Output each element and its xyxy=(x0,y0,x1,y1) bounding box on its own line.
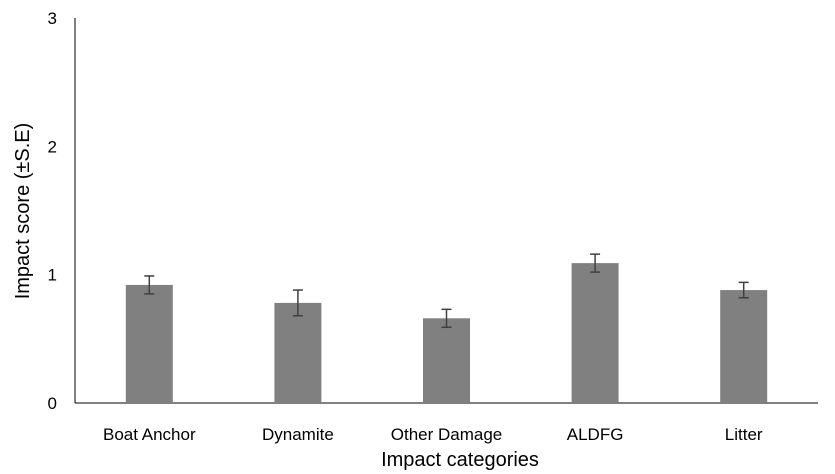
x-axis-title: Impact categories xyxy=(381,449,539,471)
bar xyxy=(125,284,173,403)
y-tick-label: 3 xyxy=(48,9,57,28)
x-tick-label: Litter xyxy=(725,425,763,444)
y-tick-label: 2 xyxy=(48,137,57,156)
y-axis-title: Impact score (±S.E) xyxy=(12,123,34,300)
bar xyxy=(423,318,470,403)
y-tick-label: 1 xyxy=(48,266,57,285)
x-tick-label: Dynamite xyxy=(262,425,334,444)
plot-area: 0 1 2 3 Boat Anchor Dynamite Other Damage ALDFG… xyxy=(48,9,818,444)
bar xyxy=(720,290,768,403)
y-tick-label: 0 xyxy=(48,394,57,413)
x-tick-label: Boat Anchor xyxy=(103,425,196,444)
bar xyxy=(571,263,619,403)
x-tick-label: ALDFG xyxy=(567,425,624,444)
x-tick-label: Other Damage xyxy=(391,425,503,444)
bar xyxy=(274,302,322,403)
